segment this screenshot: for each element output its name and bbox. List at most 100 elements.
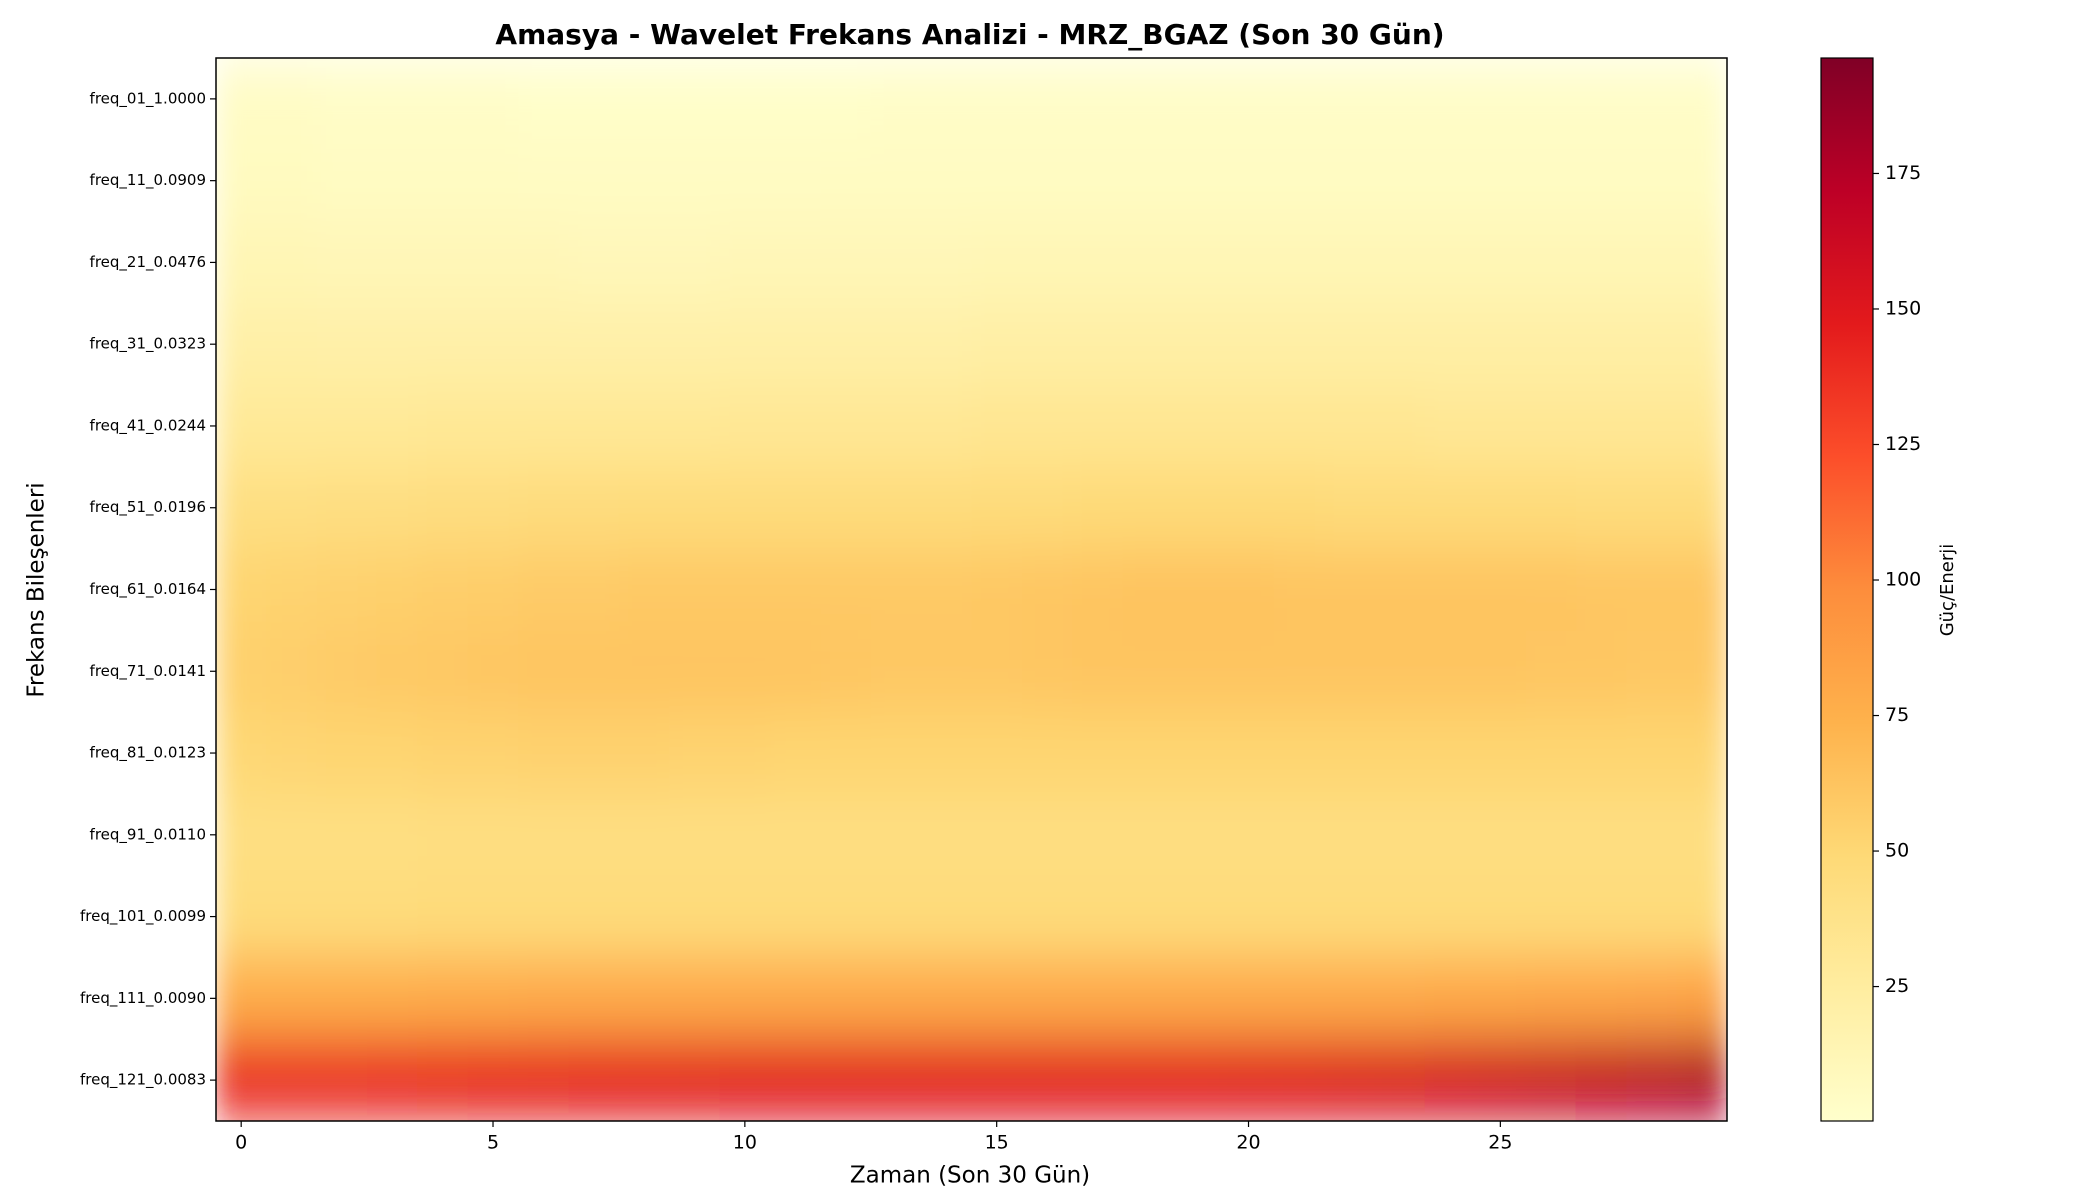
heatmap-cell bbox=[1273, 385, 1325, 468]
heatmap-cell bbox=[216, 303, 267, 386]
heatmap-cell bbox=[1223, 1039, 1275, 1121]
heatmap-cell bbox=[870, 712, 922, 795]
heatmap-cell bbox=[669, 712, 721, 795]
heatmap-cell bbox=[1021, 1039, 1073, 1121]
heatmap-cell bbox=[1021, 139, 1073, 223]
heatmap-cell bbox=[1676, 385, 1727, 468]
heatmap-cell bbox=[820, 303, 872, 386]
heatmap-cell bbox=[1021, 303, 1073, 386]
heatmap-cell bbox=[1525, 548, 1577, 631]
heatmap-cell bbox=[417, 385, 469, 468]
heatmap-cell bbox=[1626, 466, 1678, 550]
heatmap-cell bbox=[367, 466, 418, 550]
heatmap-cell bbox=[367, 793, 418, 877]
heatmap-cell bbox=[1626, 793, 1678, 877]
heatmap-cell bbox=[1072, 1039, 1124, 1121]
colorbar-tick-label: 175 bbox=[1885, 162, 1921, 184]
heatmap-cell bbox=[820, 1039, 872, 1121]
heatmap-cell bbox=[1475, 58, 1527, 141]
heatmap-cell bbox=[921, 466, 972, 550]
heatmap-cell bbox=[1072, 630, 1124, 713]
heatmap-cell bbox=[1626, 957, 1678, 1040]
heatmap-cell bbox=[820, 139, 872, 223]
heatmap-cell bbox=[1072, 712, 1124, 795]
heatmap-cell bbox=[467, 221, 519, 304]
heatmap-cell bbox=[1324, 875, 1375, 958]
heatmap-cell bbox=[367, 221, 418, 304]
heatmap-cell bbox=[1172, 630, 1224, 713]
heatmap-cell bbox=[921, 548, 972, 631]
heatmap-cell bbox=[467, 712, 519, 795]
heatmap-cell bbox=[266, 875, 318, 958]
heatmap-cell bbox=[266, 58, 318, 141]
colorbar-tick-label: 25 bbox=[1885, 975, 1909, 997]
heatmap-cell bbox=[568, 303, 620, 386]
heatmap-cell bbox=[417, 221, 469, 304]
colorbar bbox=[1820, 57, 1874, 1122]
heatmap-cell bbox=[971, 548, 1023, 631]
heatmap-cell bbox=[1122, 58, 1174, 141]
y-tick-label: freq_71_0.0141 bbox=[90, 662, 206, 681]
heatmap-cell bbox=[1223, 548, 1275, 631]
heatmap-cell bbox=[266, 385, 318, 468]
heatmap-cell bbox=[216, 1039, 267, 1121]
y-axis-label: Frekans Bileşenleri bbox=[24, 482, 50, 697]
heatmap-cell bbox=[1122, 221, 1174, 304]
heatmap-cell bbox=[1324, 385, 1375, 468]
heatmap-cell bbox=[1273, 630, 1325, 713]
heatmap-cell bbox=[1424, 712, 1476, 795]
colorbar-tick-label: 150 bbox=[1885, 297, 1921, 319]
heatmap-cell bbox=[669, 1039, 721, 1121]
heatmap-cell bbox=[1424, 548, 1476, 631]
heatmap-cell bbox=[518, 139, 570, 223]
heatmap-cell bbox=[719, 712, 771, 795]
heatmap-cell bbox=[1374, 466, 1426, 550]
heatmap-cell bbox=[1273, 466, 1325, 550]
heatmap-cell bbox=[518, 548, 570, 631]
heatmap-cell bbox=[316, 221, 368, 304]
heatmap-cell bbox=[1273, 303, 1325, 386]
heatmap-cell bbox=[1676, 139, 1727, 223]
heatmap-cell bbox=[417, 303, 469, 386]
y-tick-label: freq_111_0.0090 bbox=[80, 989, 206, 1008]
heatmap-cell bbox=[1475, 630, 1527, 713]
heatmap-cell bbox=[1324, 630, 1375, 713]
x-tick-label: 0 bbox=[235, 1132, 247, 1154]
heatmap-cell bbox=[1324, 466, 1375, 550]
heatmap-cell bbox=[669, 957, 721, 1040]
heatmap-cell bbox=[820, 385, 872, 468]
heatmap-cell bbox=[1122, 1039, 1174, 1121]
heatmap-cell bbox=[568, 1039, 620, 1121]
heatmap-cell bbox=[367, 1039, 418, 1121]
heatmap-cell bbox=[1575, 303, 1627, 386]
heatmap-cell bbox=[1172, 466, 1224, 550]
heatmap-cell bbox=[467, 548, 519, 631]
heatmap-cell bbox=[518, 630, 570, 713]
heatmap-cell bbox=[1676, 221, 1727, 304]
heatmap-cell bbox=[1424, 466, 1476, 550]
heatmap-cell bbox=[266, 957, 318, 1040]
heatmap-cell bbox=[518, 712, 570, 795]
heatmap-cell bbox=[1374, 548, 1426, 631]
heatmap-cell bbox=[266, 793, 318, 877]
heatmap-cell bbox=[669, 548, 721, 631]
heatmap-cell bbox=[1424, 385, 1476, 468]
heatmap-cell bbox=[719, 58, 771, 141]
heatmap-cell bbox=[820, 957, 872, 1040]
heatmap-cell bbox=[770, 139, 821, 223]
heatmap-cell bbox=[820, 221, 872, 304]
heatmap-cell bbox=[1072, 875, 1124, 958]
heatmap-cell bbox=[1575, 139, 1627, 223]
heatmap-cell bbox=[467, 385, 519, 468]
heatmap-cell bbox=[568, 793, 620, 877]
heatmap-cell bbox=[518, 221, 570, 304]
heatmap-cell bbox=[971, 793, 1023, 877]
heatmap-cell bbox=[870, 630, 922, 713]
heatmap-cell bbox=[1374, 58, 1426, 141]
heatmap-cell bbox=[316, 58, 368, 141]
heatmap-cell bbox=[1676, 957, 1727, 1040]
heatmap-cell bbox=[1324, 303, 1375, 386]
heatmap-cell bbox=[1273, 548, 1325, 631]
heatmap-cell bbox=[669, 303, 721, 386]
heatmap-cell bbox=[669, 139, 721, 223]
